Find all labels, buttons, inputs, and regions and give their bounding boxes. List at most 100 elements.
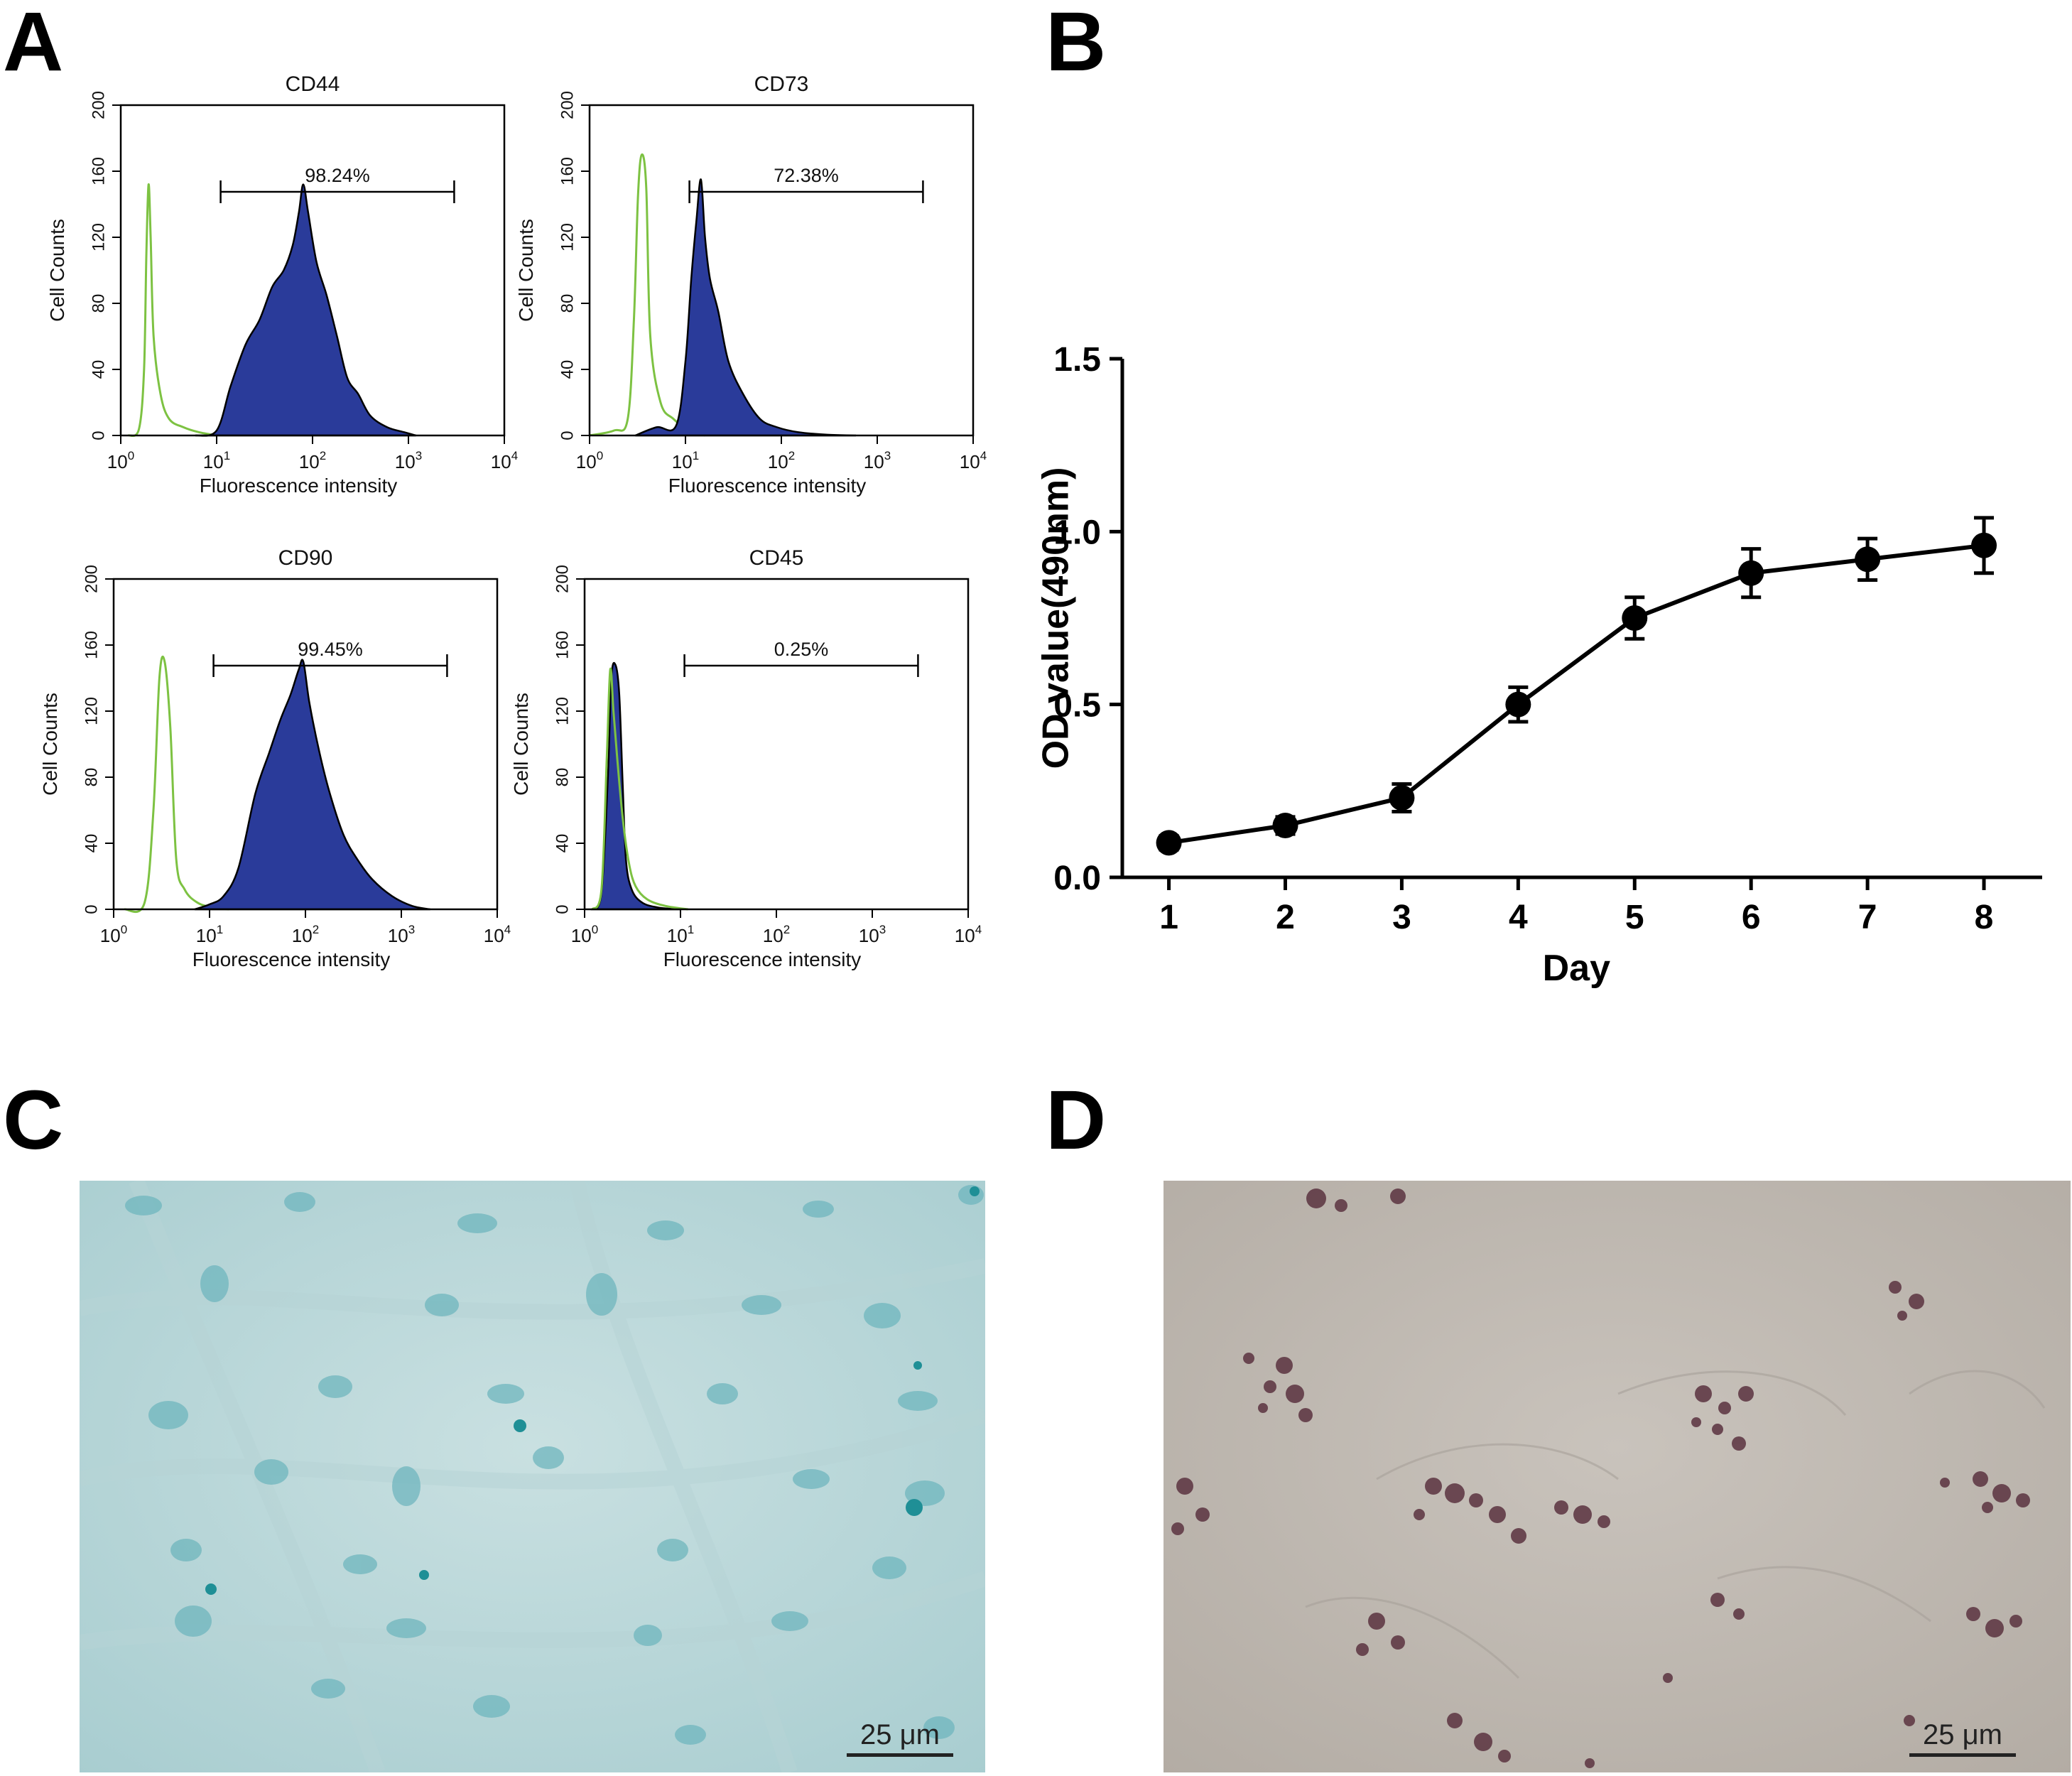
- x-tick-base: 10: [763, 925, 783, 946]
- x-tick-label: 5: [1625, 899, 1644, 936]
- x-tick-base: 10: [571, 925, 592, 946]
- y-axis-label: Cell Counts: [46, 219, 68, 322]
- y-tick-label: 0: [558, 431, 577, 440]
- stained-histogram: [634, 178, 857, 437]
- x-tick-base: 10: [672, 451, 693, 472]
- x-axis-label: Fluorescence intensity: [663, 948, 862, 970]
- alcian-blue-micrograph: [77, 1177, 988, 1775]
- x-tick-label: 101: [667, 923, 694, 946]
- x-tick-label: 2: [1276, 899, 1295, 936]
- x-tick-exponent: 3: [879, 923, 886, 936]
- y-tick-label: 80: [89, 294, 108, 313]
- oil-red-image: [1164, 1181, 2071, 1772]
- stained-histogram: [194, 659, 430, 911]
- x-tick-label: 103: [395, 449, 422, 472]
- x-tick-label: 103: [388, 923, 415, 946]
- data-point: [1738, 560, 1764, 586]
- x-tick-exponent: 1: [693, 449, 699, 462]
- scale-bar-line: [847, 1753, 953, 1757]
- x-tick-exponent: 2: [783, 923, 790, 936]
- y-tick-label: 160: [553, 631, 572, 659]
- histogram-title: CD45: [749, 546, 804, 570]
- y-tick-label: 40: [558, 360, 577, 379]
- isotype-histogram: [591, 667, 688, 911]
- x-tick-exponent: 4: [504, 923, 511, 936]
- x-tick-exponent: 2: [788, 449, 795, 462]
- gate-percentage: 99.45%: [298, 639, 363, 660]
- x-tick-base: 10: [484, 925, 504, 946]
- x-tick-label: 101: [196, 923, 223, 946]
- y-tick-label: 120: [558, 223, 577, 251]
- x-axis-label: Fluorescence intensity: [200, 475, 398, 497]
- x-tick-base: 10: [667, 925, 688, 946]
- x-tick-base: 10: [196, 925, 217, 946]
- x-tick-exponent: 2: [320, 449, 326, 462]
- x-tick-exponent: 4: [511, 449, 518, 462]
- gate-percentage: 0.25%: [774, 639, 829, 660]
- scale-bar-c: 25 μm: [847, 1721, 953, 1757]
- x-tick-exponent: 3: [408, 923, 415, 936]
- x-tick-label: 104: [484, 923, 511, 946]
- x-tick-base: 10: [955, 925, 975, 946]
- x-tick-exponent: 2: [313, 923, 319, 936]
- data-point: [1272, 813, 1298, 838]
- y-tick-label: 0: [82, 904, 101, 914]
- panel-label-b: B: [1046, 0, 1107, 89]
- histogram-title: CD73: [754, 72, 809, 96]
- data-point: [1971, 532, 1997, 558]
- x-tick-base: 10: [491, 451, 511, 472]
- x-tick-base: 10: [100, 925, 121, 946]
- y-tick-label: 120: [82, 697, 101, 725]
- scale-bar-line: [1909, 1753, 2016, 1757]
- x-tick-label: 100: [571, 923, 598, 946]
- y-tick-label: 1.0: [1053, 514, 1101, 551]
- y-tick-label: 40: [553, 834, 572, 853]
- y-tick-label: 0.0: [1053, 860, 1101, 897]
- stained-histogram: [195, 183, 417, 437]
- y-tick-label: 1.5: [1053, 341, 1101, 379]
- x-tick-base: 10: [576, 451, 597, 472]
- y-axis-label: Cell Counts: [510, 693, 532, 796]
- data-point: [1622, 605, 1648, 631]
- x-tick-label: 100: [576, 449, 603, 472]
- data-point: [1389, 785, 1415, 811]
- x-tick-exponent: 0: [121, 923, 127, 936]
- x-tick-label: 6: [1742, 899, 1761, 936]
- data-point: [1156, 830, 1182, 856]
- y-tick-label: 120: [553, 697, 572, 725]
- scale-bar-d: 25 μm: [1909, 1721, 2016, 1757]
- panel-label-a: A: [3, 0, 64, 89]
- x-tick-base: 10: [864, 451, 884, 472]
- histogram-title: CD90: [278, 546, 333, 570]
- x-tick-exponent: 4: [980, 449, 987, 462]
- x-tick-base: 10: [768, 451, 788, 472]
- y-axis-label: Cell Counts: [39, 693, 61, 796]
- series-line: [1168, 543, 1985, 845]
- oil-red-micrograph: [1164, 1181, 2071, 1772]
- alcian-blue-image: [77, 1177, 988, 1775]
- x-tick-label: 103: [859, 923, 886, 946]
- y-tick-label: 160: [82, 631, 101, 659]
- x-tick-label: 104: [960, 449, 987, 472]
- x-tick-label: 102: [299, 449, 326, 472]
- gate-percentage: 72.38%: [774, 165, 839, 186]
- x-tick-label: 101: [672, 449, 699, 472]
- x-axis-label: Fluorescence intensity: [192, 948, 391, 970]
- x-tick-exponent: 0: [128, 449, 134, 462]
- x-tick-label: 4: [1509, 899, 1528, 936]
- data-point: [1505, 691, 1531, 718]
- x-tick-label: 101: [203, 449, 230, 472]
- y-tick-label: 0.5: [1053, 687, 1101, 725]
- x-tick-label: 8: [1975, 899, 1994, 936]
- panel-label-d: D: [1046, 1073, 1107, 1167]
- y-tick-label: 80: [82, 768, 101, 787]
- y-tick-label: 120: [89, 223, 108, 251]
- x-tick-exponent: 4: [975, 923, 982, 936]
- plot-frame: [583, 578, 970, 911]
- x-tick-base: 10: [107, 451, 128, 472]
- x-tick-label: 104: [955, 923, 982, 946]
